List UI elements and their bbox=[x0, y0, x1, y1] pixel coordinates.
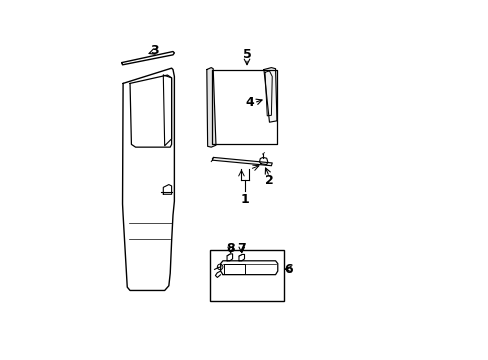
Text: 3: 3 bbox=[150, 44, 159, 57]
Bar bbox=[210, 250, 284, 301]
Text: 5: 5 bbox=[242, 48, 251, 61]
Text: 8: 8 bbox=[226, 242, 235, 255]
Text: 2: 2 bbox=[264, 174, 273, 186]
Text: 1: 1 bbox=[240, 193, 249, 206]
Polygon shape bbox=[206, 68, 216, 147]
Text: 6: 6 bbox=[284, 262, 293, 276]
Text: 4: 4 bbox=[245, 96, 254, 109]
Bar bbox=[224, 264, 244, 274]
Polygon shape bbox=[264, 68, 276, 122]
Polygon shape bbox=[212, 157, 272, 166]
Text: 7: 7 bbox=[237, 242, 245, 255]
